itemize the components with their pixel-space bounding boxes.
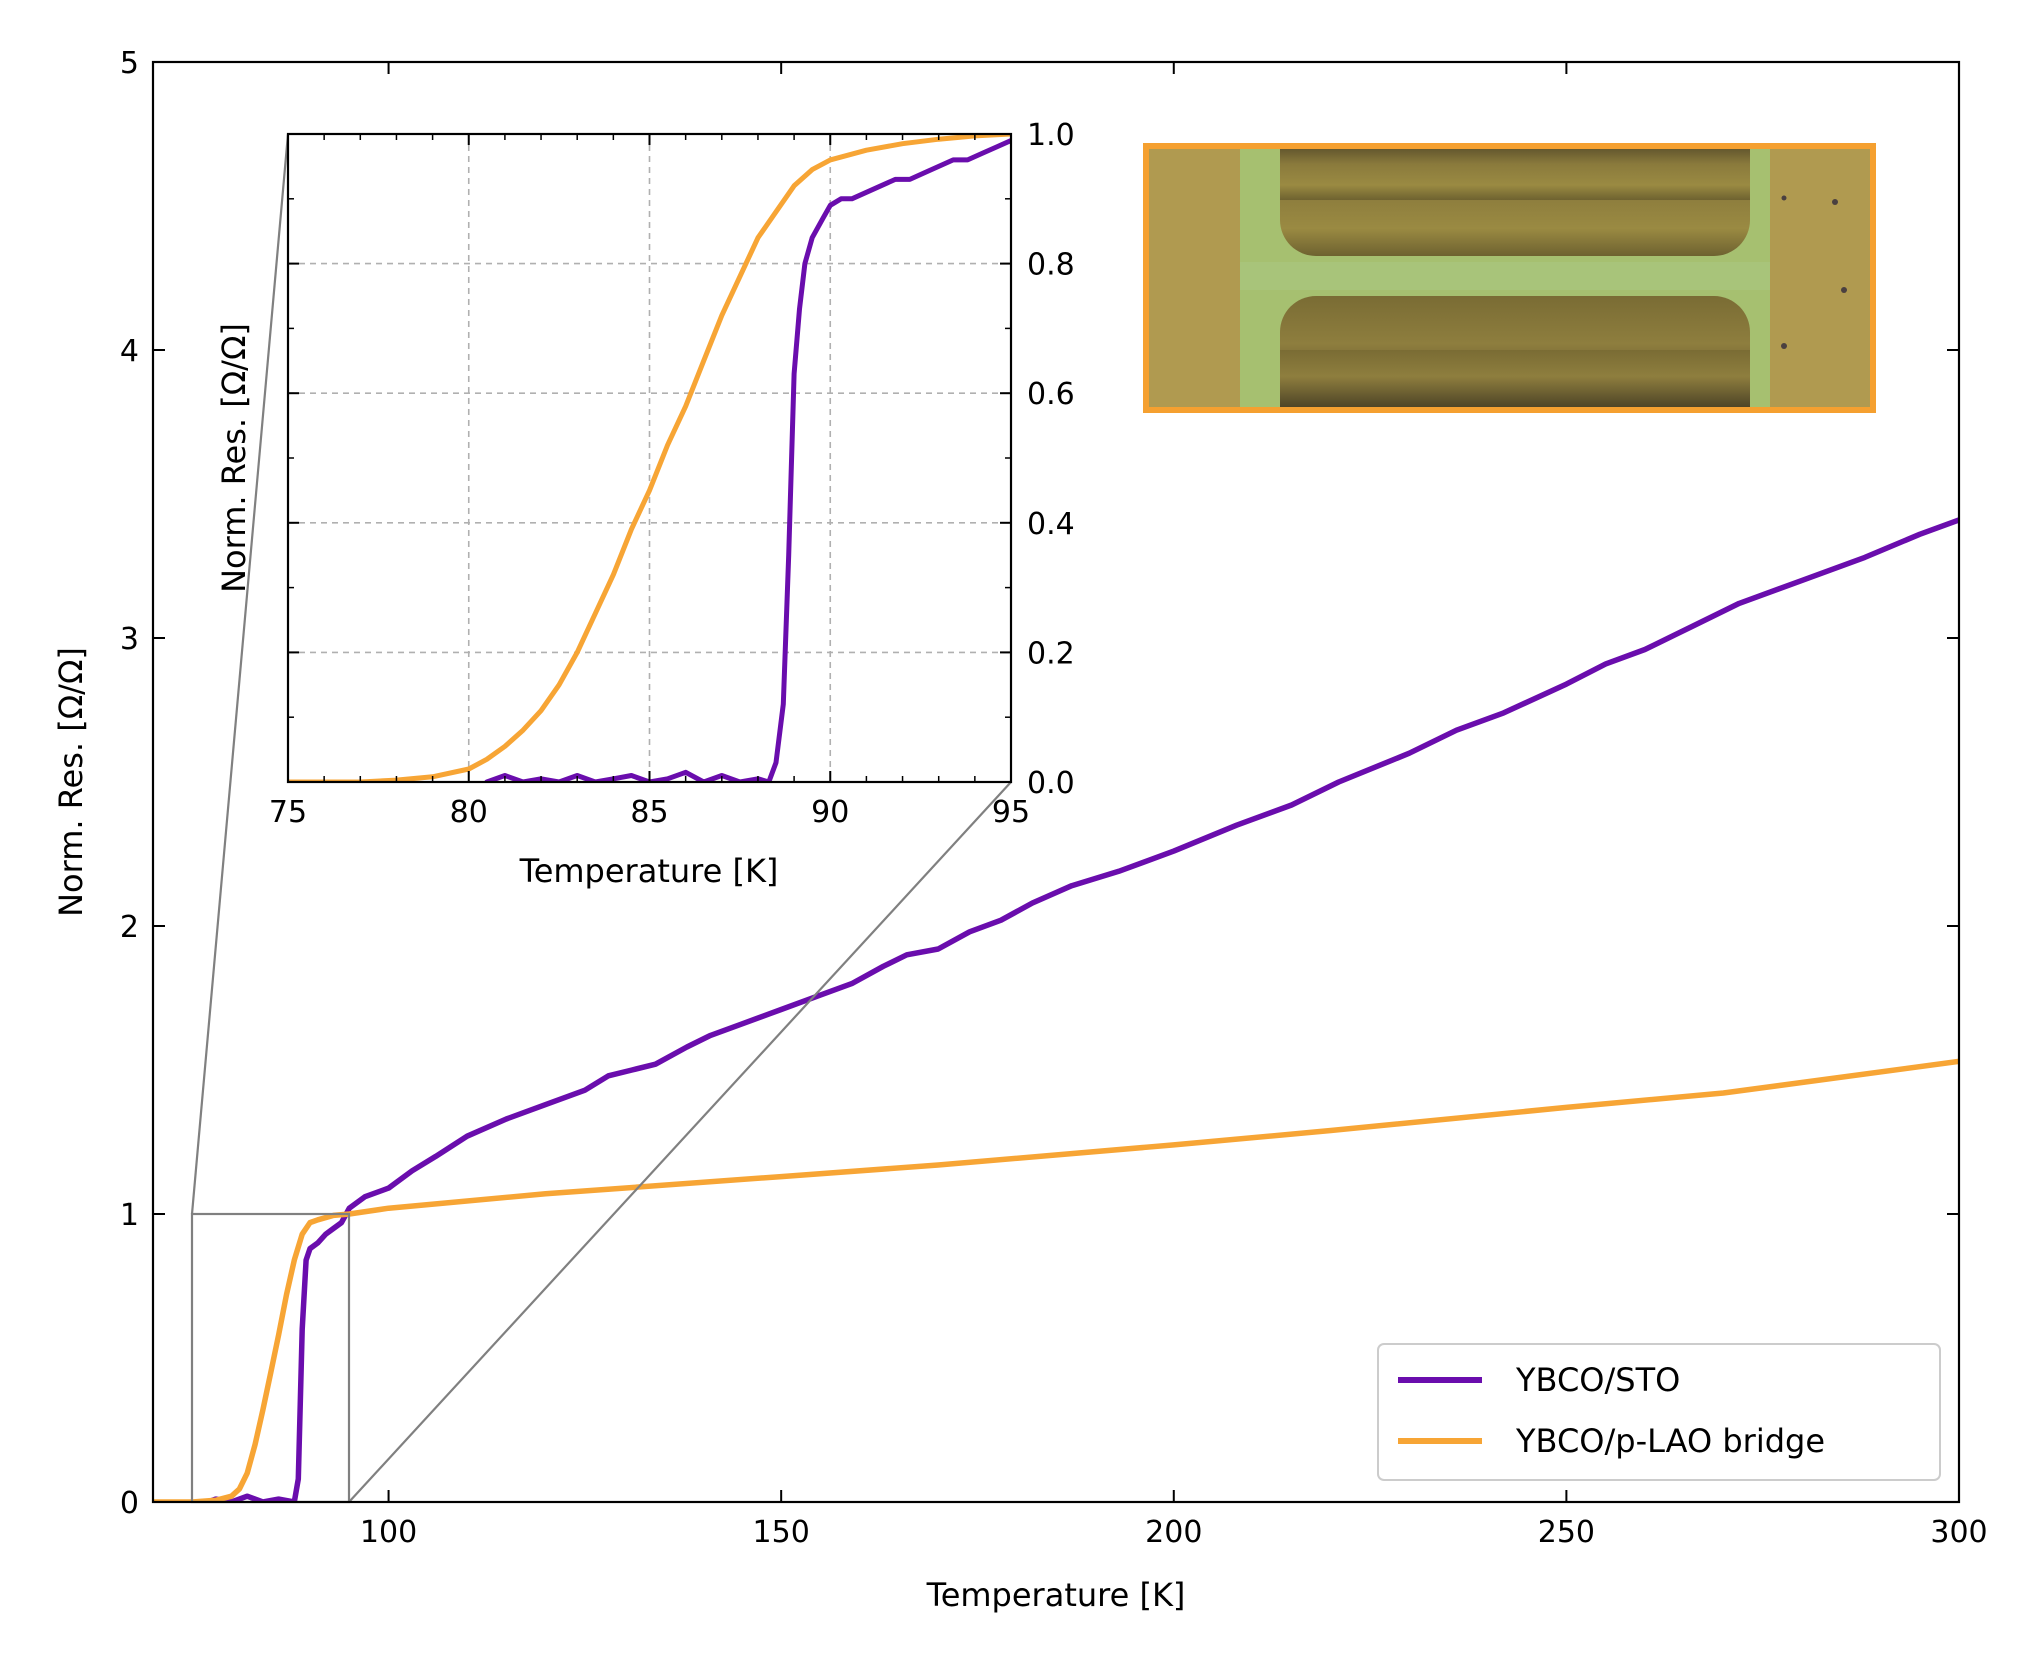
zoom-box (190, 1212, 351, 1504)
inset-xtick-label: 75 (269, 795, 307, 830)
inset-xlabel: Temperature [K] (519, 852, 779, 890)
main-ytick-label: 1 (120, 1198, 139, 1233)
legend-frame (1377, 1343, 1941, 1481)
particle (1781, 343, 1787, 349)
main-ytick-label: 4 (120, 334, 139, 369)
pad-bottom-corner-fill (1280, 350, 1750, 410)
main-ticks: 100 150 200 250 300 0 1 2 3 4 5 (120, 46, 1988, 1550)
main-ytick-label: 3 (120, 622, 139, 657)
bridge-strip (1240, 262, 1770, 290)
legend: YBCO/STO YBCO/p-LAO bridge (1377, 1343, 1941, 1481)
inset-ytick-label: 0.8 (1027, 248, 1075, 283)
particle (1832, 199, 1838, 205)
main-xlabel: Temperature [K] (926, 1576, 1186, 1614)
pad-top-corner-fill (1280, 146, 1750, 200)
inset-ytick-label: 0.4 (1027, 507, 1075, 542)
bridge-micrograph-image (1143, 143, 1876, 413)
main-ytick-label: 2 (120, 910, 139, 945)
main-xtick-label: 300 (1930, 1515, 1987, 1550)
inset-plot: 75 80 85 90 950.0 0.2 0.4 0.6 0.8 1.0 Temperature… (215, 118, 1075, 890)
main-xtick-label: 200 (1145, 1515, 1202, 1550)
zoom-connector-left (190, 133, 290, 1215)
main-ytick-label: 5 (120, 46, 139, 81)
zoom-connector-right (348, 781, 1012, 1503)
particle (1781, 195, 1787, 201)
main-series-line-ybco-sto (205, 517, 1959, 1502)
inset-ytick-label: 0.6 (1027, 377, 1075, 412)
inset-ticks: 75 80 85 90 950.0 0.2 0.4 0.6 0.8 1.0 (269, 118, 1075, 830)
main-series-layer (153, 517, 1959, 1502)
main-ytick-label: 0 (120, 1486, 139, 1521)
particle (1841, 287, 1847, 293)
main-plot: 100 150 200 250 300 0 1 2 3 4 5 Temperature [K] No… (52, 46, 1988, 1614)
inset-ytick-label: 0.2 (1027, 636, 1075, 671)
main-xtick-label: 100 (360, 1515, 417, 1550)
inset-xtick-label: 85 (630, 795, 668, 830)
legend-label-ybco-sto: YBCO/STO (1515, 1361, 1680, 1399)
inset-ylabel: Norm. Res. [Ω/Ω] (215, 323, 253, 593)
inset-series-line-ybco-p-lao-bridge (288, 134, 1011, 782)
inset-ytick-label: 1.0 (1027, 118, 1075, 153)
main-series-line-ybco-p-lao-bridge (153, 1058, 1959, 1502)
inset-xtick-label: 95 (992, 795, 1030, 830)
main-ylabel: Norm. Res. [Ω/Ω] (52, 647, 90, 917)
inset-grid (288, 134, 1011, 782)
inset-xtick-label: 90 (811, 795, 849, 830)
inset-ytick-label: 0.0 (1027, 766, 1075, 801)
inset-xtick-label: 80 (450, 795, 488, 830)
legend-label-ybco-plao: YBCO/p-LAO bridge (1515, 1422, 1825, 1460)
main-axes-frame (151, 60, 1961, 1504)
image-border (1143, 143, 1876, 413)
main-xtick-label: 250 (1538, 1515, 1595, 1550)
main-xtick-label: 150 (753, 1515, 810, 1550)
